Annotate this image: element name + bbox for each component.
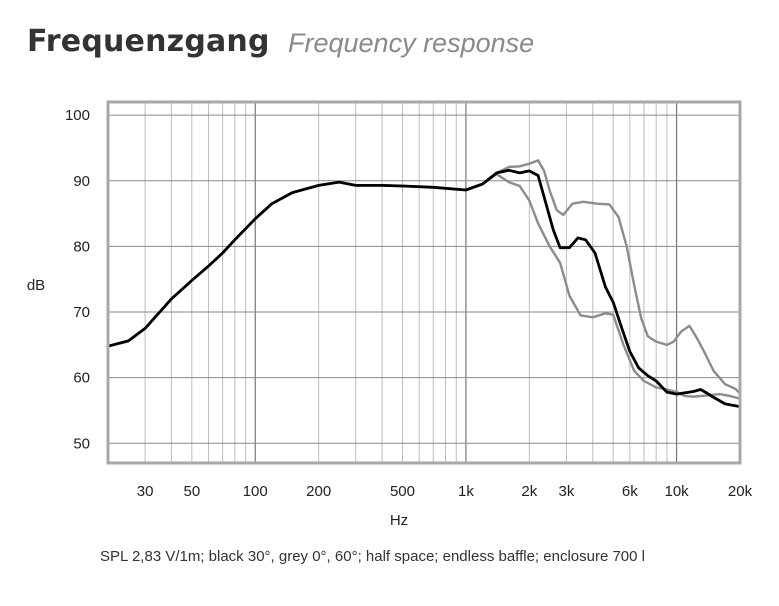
x-tick-label: 3k [559, 483, 575, 500]
series-line-2 [106, 168, 742, 408]
x-tick-label: 30 [137, 483, 154, 500]
x-tick-label: 100 [243, 483, 268, 500]
x-tick-label: 50 [183, 483, 200, 500]
x-tick-label: 20k [728, 483, 753, 500]
y-tick-labels: 50 60 70 80 90 100 [65, 107, 90, 452]
x-tick-label: 6k [622, 483, 638, 500]
x-tick-label: 200 [306, 483, 331, 500]
x-tick-label: 10k [664, 483, 689, 500]
x-axis-label: Hz [390, 512, 408, 529]
x-tick-label: 1k [458, 483, 474, 500]
plot-frame [106, 100, 742, 465]
grid-minor [144, 102, 678, 463]
y-tick-label: 90 [73, 173, 90, 190]
y-tick-label: 60 [73, 370, 90, 387]
y-tick-label: 100 [65, 107, 90, 124]
series-layer [106, 159, 742, 408]
x-tick-label: 500 [390, 483, 415, 500]
x-tick-label: 2k [521, 483, 537, 500]
y-tick-label: 50 [73, 435, 90, 452]
y-tick-label: 70 [73, 304, 90, 321]
series-line-1 [106, 173, 742, 400]
grid-major [108, 114, 740, 444]
y-tick-label: 80 [73, 238, 90, 255]
x-tick-labels: 30 50 100 200 500 1k 2k 3k 6k 10k 20k [137, 483, 753, 500]
series-line-0 [106, 159, 742, 395]
y-axis-label: dB [27, 277, 45, 294]
chart-subtitle: Frequency response [288, 28, 535, 58]
chart-caption: SPL 2,83 V/1m; black 30°, grey 0°, 60°; … [100, 548, 645, 565]
chart-title: Frequenzgang [27, 24, 270, 59]
